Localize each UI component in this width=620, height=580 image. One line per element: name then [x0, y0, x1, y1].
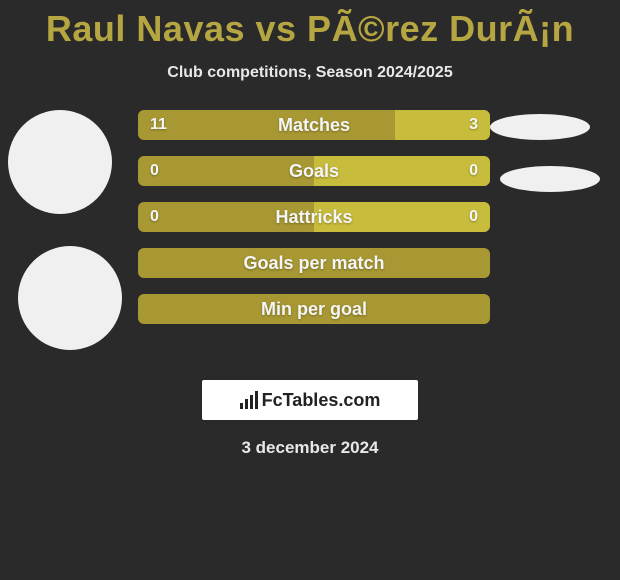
stat-bar-left: [138, 110, 395, 140]
player-avatar-right: [490, 114, 590, 140]
stat-bars: Matches113Goals00Hattricks00Goals per ma…: [138, 110, 490, 340]
stat-bar-right: [314, 202, 490, 232]
stat-value-right: 0: [469, 202, 478, 232]
stat-bar-left: [138, 248, 490, 278]
stat-row: Matches113: [138, 110, 490, 140]
stat-value-left: 11: [150, 110, 167, 140]
stat-bar-left: [138, 294, 490, 324]
stat-value-right: 3: [469, 110, 478, 140]
stat-row: Goals per match: [138, 248, 490, 278]
stat-bar-left: [138, 202, 314, 232]
comparison-subtitle: Club competitions, Season 2024/2025: [0, 64, 620, 82]
stat-value-right: 0: [469, 156, 478, 186]
bar-chart-icon: [240, 391, 258, 409]
stat-row: Hattricks00: [138, 202, 490, 232]
snapshot-date: 3 december 2024: [0, 438, 620, 458]
club-crest-left: [18, 246, 122, 350]
stat-value-left: 0: [150, 202, 159, 232]
player-avatar-left: [8, 110, 112, 214]
comparison-title: Raul Navas vs PÃ©rez DurÃ¡n: [0, 0, 620, 50]
comparison-stage: Matches113Goals00Hattricks00Goals per ma…: [0, 110, 620, 370]
source-logo: FcTables.com: [202, 380, 418, 420]
club-crest-right: [500, 166, 600, 192]
stat-value-left: 0: [150, 156, 159, 186]
stat-row: Min per goal: [138, 294, 490, 324]
stat-bar-left: [138, 156, 314, 186]
stat-row: Goals00: [138, 156, 490, 186]
source-logo-text: FcTables.com: [262, 390, 381, 411]
stat-bar-right: [314, 156, 490, 186]
